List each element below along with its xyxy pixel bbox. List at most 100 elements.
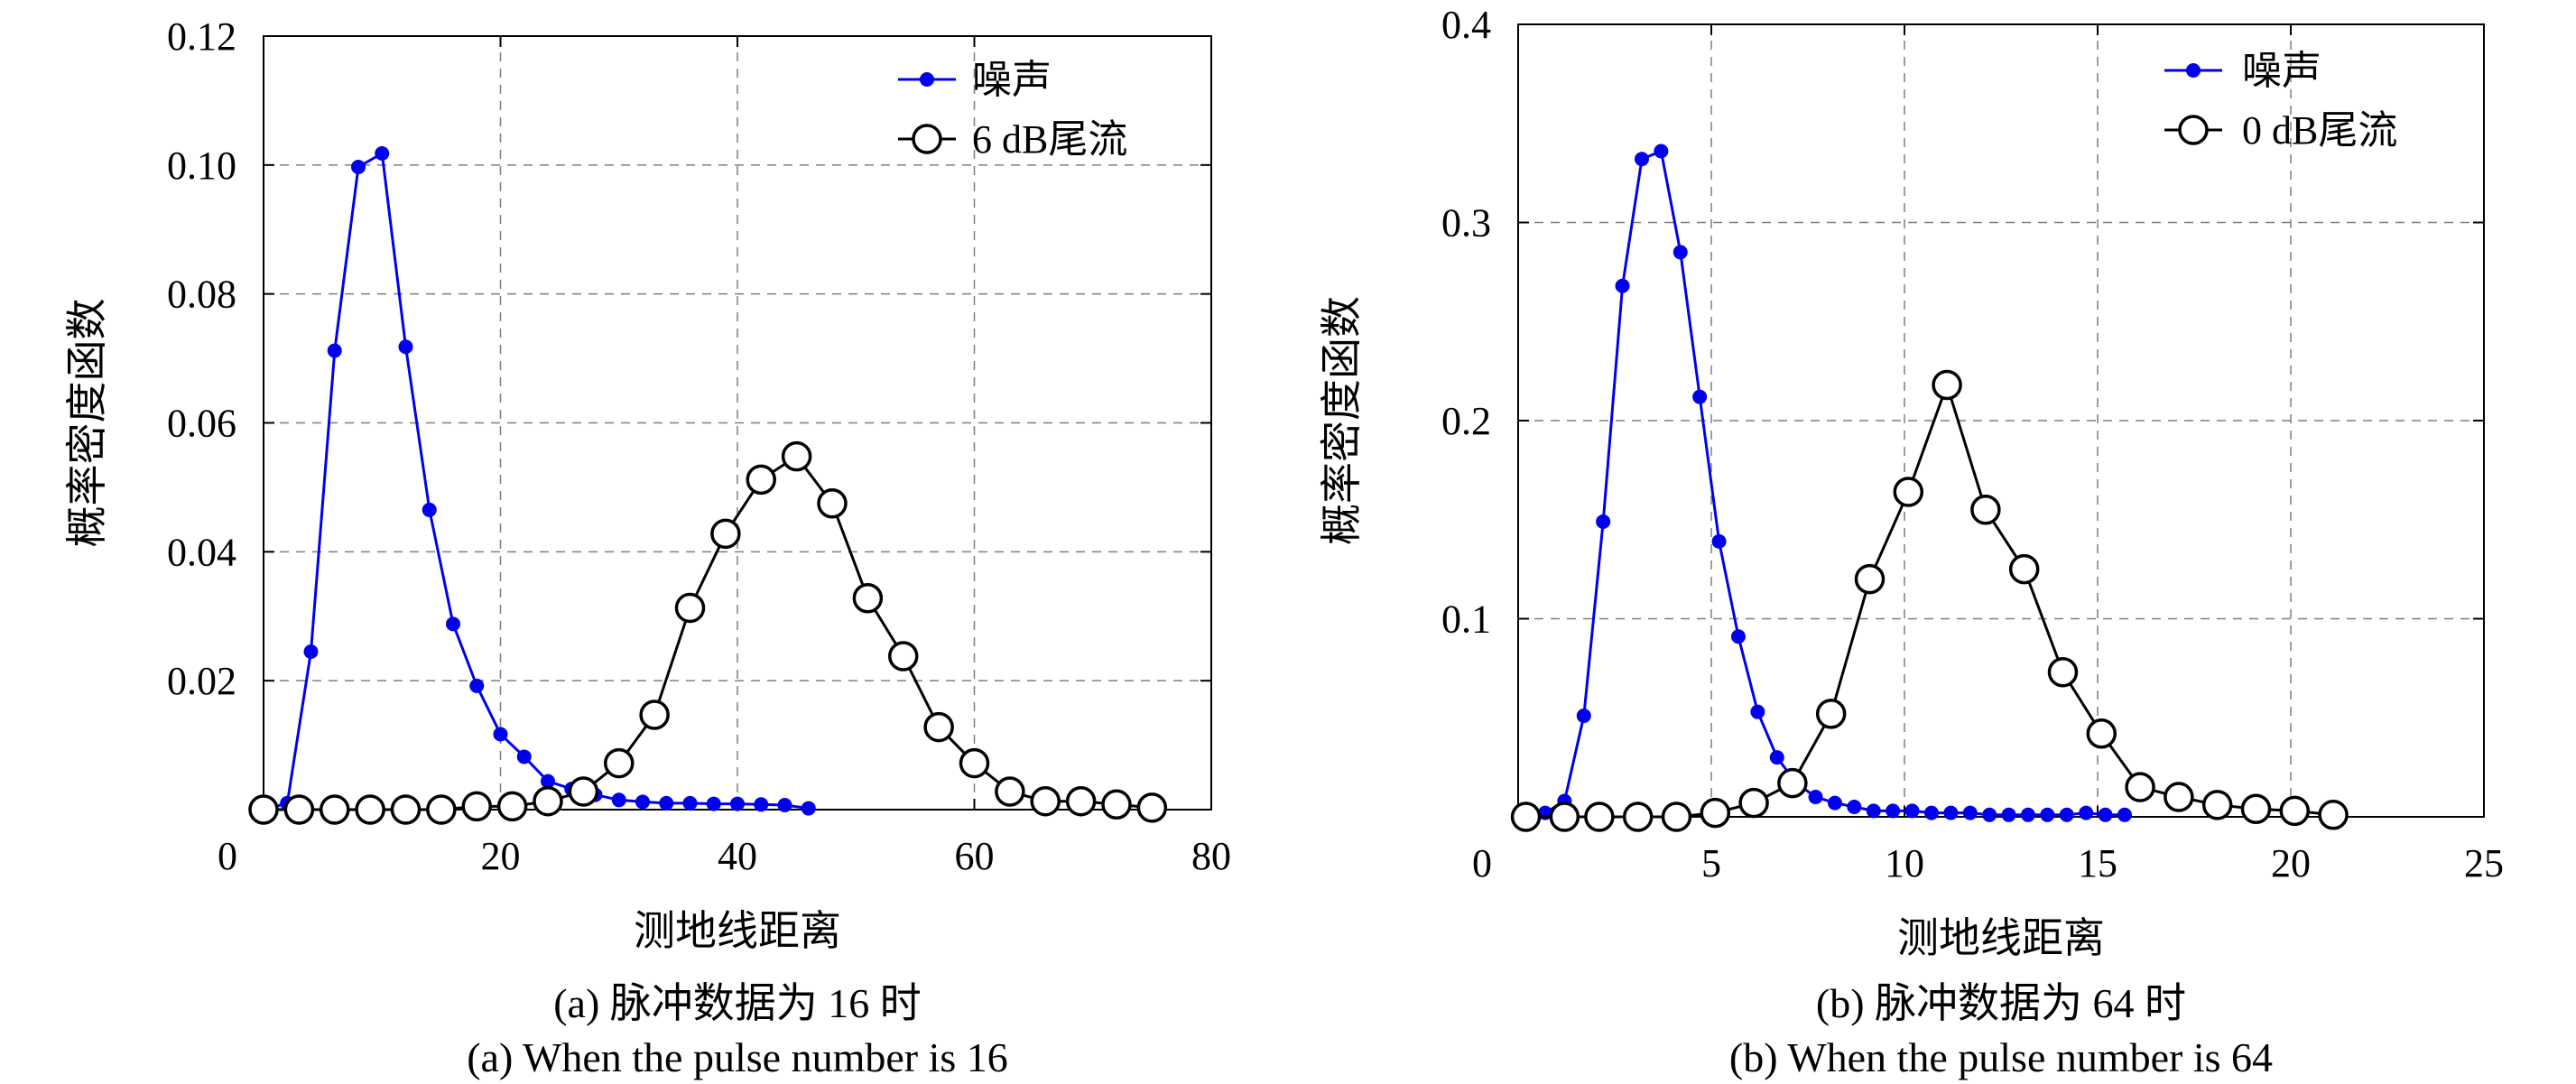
data-point-noise [754,797,769,812]
data-point-wake [1893,477,1924,507]
data-point-wake [1136,792,1168,823]
data-point-noise [1943,805,1959,820]
x-tick-label: 80 [1191,834,1231,878]
data-point-wake [888,641,919,672]
data-point-wake [781,440,812,472]
data-point-wake [959,747,990,779]
data-point-wake [1854,563,1886,595]
x-tick-label: 5 [1701,841,1721,885]
y-axis-label-b: 概率密度函数 [1319,296,1365,545]
data-point-noise [1962,805,1978,820]
data-point-noise [706,796,721,811]
x-tick-label: 40 [718,834,757,878]
y-tick-label: 0.02 [167,659,236,703]
data-point-noise [730,796,745,811]
data-point-noise [635,794,650,810]
y-tick-label: 0.3 [1441,201,1491,246]
series-line-wake [1525,380,2334,819]
data-point-noise [1692,389,1708,404]
data-point-noise [2001,807,2016,822]
grid-lines-b [1518,24,2484,817]
data-point-noise [1673,245,1688,260]
data-point-wake [1030,785,1061,817]
legend-label-wake: 0 dB尾流 [2242,108,2397,153]
data-point-noise [1808,790,1823,805]
data-point-noise [1769,750,1784,765]
data-point-wake [1738,787,1769,819]
data-point-wake [355,794,385,825]
x-tick-label: 0 [1472,841,1492,885]
data-point-wake [533,785,563,817]
y-tick-label: 0.08 [167,273,236,317]
data-point-wake [2125,772,2155,802]
data-point-noise [541,774,555,789]
data-point-noise [516,749,532,764]
grid-lines-a [264,36,1211,810]
data-point-noise [2059,807,2074,822]
data-point-wake [2240,793,2272,824]
data-point-wake [746,464,776,496]
data-point-noise [398,339,413,355]
data-point-noise [2020,807,2035,822]
data-point-wake [390,794,422,825]
legend-b: 噪声 0 dB尾流 [2164,49,2397,153]
data-point-wake [2201,790,2233,820]
x-tick-label: 10 [1885,841,1924,885]
series-layer-a [248,145,1168,825]
series-line-noise [263,151,810,811]
data-point-noise [1750,704,1765,719]
data-point-noise [2117,807,2132,822]
y-tick-label: 0.10 [167,144,236,188]
data-point-wake [248,794,279,825]
data-point-noise [611,792,626,808]
data-point-wake [1510,801,1542,832]
data-point-noise [303,644,319,660]
data-point-wake [2164,782,2194,812]
data-point-wake [604,747,635,779]
caption-en-a: (a) When the pulse number is 16 [467,1034,1008,1080]
data-point-noise [1904,803,1920,819]
data-point-wake [1101,789,1132,820]
data-point-noise [1866,803,1881,819]
data-point-noise [1847,800,1862,815]
y-tick-label: 0.2 [1441,399,1491,443]
chart-panel-b: 0 5 10 15 20 25 0.1 0.2 0.3 0.4 噪声 0 dB尾流 测地线距离 概… [1319,3,2504,1080]
x-axis-label-a: 测地线距离 [634,908,841,954]
data-point-wake [1661,801,1692,832]
x-tick-label: 20 [481,834,521,878]
legend-marker-noise [2186,63,2201,78]
legend-marker-wake [2178,115,2209,145]
data-point-wake [1777,767,1808,799]
data-point-wake [1700,797,1731,829]
data-point-noise [375,145,390,161]
x-tick-label: 25 [2464,841,2504,885]
series-layer-b [1510,144,2349,832]
data-point-wake [923,711,954,743]
data-point-noise [777,798,792,813]
data-point-wake [1970,495,2001,525]
x-tick-label: 20 [2271,841,2311,885]
data-point-noise [801,801,816,816]
data-point-noise [2098,807,2113,822]
x-axis-label-b: 测地线距离 [1897,915,2105,961]
data-point-wake [1815,699,1847,729]
data-point-noise [682,795,698,811]
data-point-noise [1982,807,1997,822]
data-point-wake [283,794,315,825]
y-tick-label: 0.04 [167,530,236,574]
legend-a: 噪声 6 dB尾流 [898,58,1127,162]
axis-ticks-b: 0 5 10 15 20 25 0.1 0.2 0.3 0.4 [1441,3,2504,885]
data-point-noise [2040,807,2055,822]
x-tick-label: 15 [2078,841,2117,885]
y-axis-label-a: 概率密度函数 [64,299,110,548]
x-tick-label: 60 [955,834,995,878]
data-point-wake [2086,718,2117,749]
x-tick-label: 0 [218,834,237,878]
data-point-noise [1596,514,1611,529]
data-point-wake [2279,795,2311,827]
legend-marker-wake [912,124,942,154]
data-point-wake [639,700,670,730]
data-point-wake [2008,553,2040,585]
data-point-noise [422,502,437,517]
data-point-noise [1886,803,1901,819]
